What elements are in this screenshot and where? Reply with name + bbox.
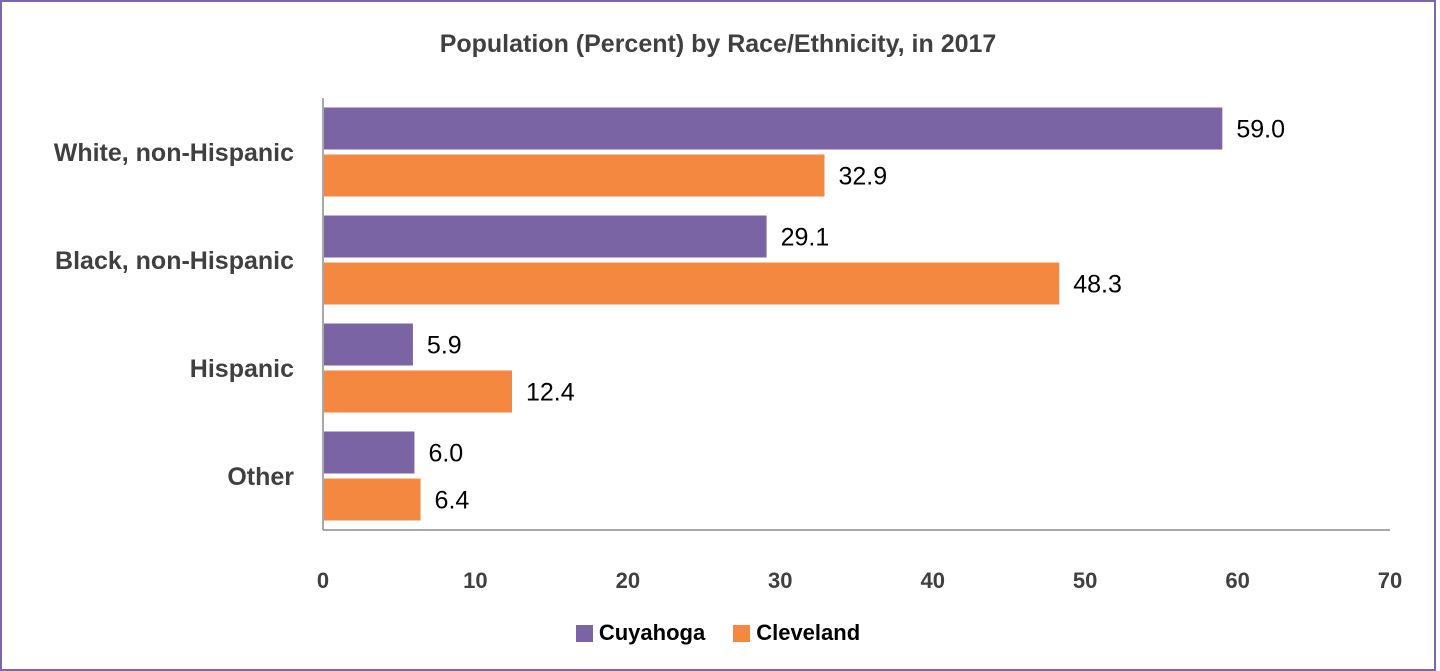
bar-cleveland xyxy=(324,154,825,197)
data-label: 32.9 xyxy=(838,163,887,191)
bar-cleveland xyxy=(324,370,513,413)
category-label: Hispanic xyxy=(190,355,294,383)
bar-cleveland xyxy=(324,262,1060,305)
x-tick-label: 30 xyxy=(768,568,792,593)
x-tick-label: 40 xyxy=(920,568,944,593)
chart-title: Population (Percent) by Race/Ethnicity, … xyxy=(439,30,997,58)
legend-label-cuyahoga: Cuyahoga xyxy=(598,620,706,645)
data-label: 48.3 xyxy=(1073,271,1122,299)
data-label: 6.0 xyxy=(428,440,463,468)
x-tick-label: 10 xyxy=(463,568,487,593)
legend-item-cuyahoga: Cuyahoga xyxy=(575,620,706,646)
legend-swatch-cuyahoga xyxy=(575,624,593,642)
legend: Cuyahoga Cleveland xyxy=(2,620,1434,646)
x-tick-label: 60 xyxy=(1225,568,1249,593)
category-label: White, non-Hispanic xyxy=(54,139,294,167)
bar-cuyahoga xyxy=(324,215,767,258)
bar-cuyahoga xyxy=(324,431,415,474)
category-label: Other xyxy=(227,463,294,491)
bar-cuyahoga xyxy=(324,323,413,366)
x-tick-label: 0 xyxy=(317,568,329,593)
legend-swatch-cleveland xyxy=(733,624,751,642)
data-label: 12.4 xyxy=(526,379,575,407)
data-label: 29.1 xyxy=(781,224,830,252)
x-tick-label: 50 xyxy=(1073,568,1097,593)
legend-label-cleveland: Cleveland xyxy=(756,620,861,645)
bar-cleveland xyxy=(324,478,421,521)
data-label: 59.0 xyxy=(1236,116,1285,144)
legend-item-cleveland: Cleveland xyxy=(733,620,860,646)
data-label: 5.9 xyxy=(427,332,462,360)
category-label: Black, non-Hispanic xyxy=(55,247,294,275)
x-tick-label: 70 xyxy=(1378,568,1402,593)
data-label: 6.4 xyxy=(435,487,470,515)
bar-cuyahoga xyxy=(324,107,1223,150)
x-tick-label: 20 xyxy=(616,568,640,593)
